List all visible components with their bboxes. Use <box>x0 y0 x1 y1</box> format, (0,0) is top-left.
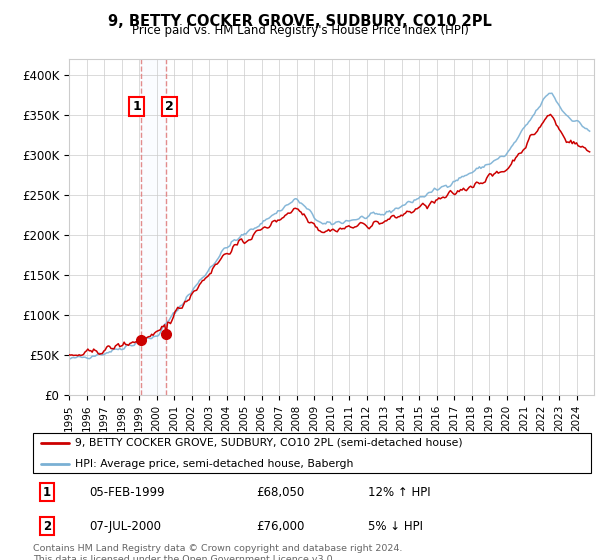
Text: 9, BETTY COCKER GROVE, SUDBURY, CO10 2PL: 9, BETTY COCKER GROVE, SUDBURY, CO10 2PL <box>108 14 492 29</box>
Text: Price paid vs. HM Land Registry's House Price Index (HPI): Price paid vs. HM Land Registry's House … <box>131 24 469 37</box>
Text: 1: 1 <box>43 486 51 498</box>
Text: 5% ↓ HPI: 5% ↓ HPI <box>368 520 423 533</box>
Text: 2: 2 <box>43 520 51 533</box>
Text: 12% ↑ HPI: 12% ↑ HPI <box>368 486 430 498</box>
Text: 07-JUL-2000: 07-JUL-2000 <box>89 520 161 533</box>
Text: 1: 1 <box>133 100 141 113</box>
Text: 2: 2 <box>166 100 174 113</box>
Text: 9, BETTY COCKER GROVE, SUDBURY, CO10 2PL (semi-detached house): 9, BETTY COCKER GROVE, SUDBURY, CO10 2PL… <box>75 438 463 448</box>
Bar <box>140 59 166 395</box>
Text: 05-FEB-1999: 05-FEB-1999 <box>89 486 164 498</box>
Text: Contains HM Land Registry data © Crown copyright and database right 2024.
This d: Contains HM Land Registry data © Crown c… <box>33 544 403 560</box>
Text: £68,050: £68,050 <box>256 486 304 498</box>
Text: £76,000: £76,000 <box>256 520 305 533</box>
Text: HPI: Average price, semi-detached house, Babergh: HPI: Average price, semi-detached house,… <box>75 459 353 469</box>
